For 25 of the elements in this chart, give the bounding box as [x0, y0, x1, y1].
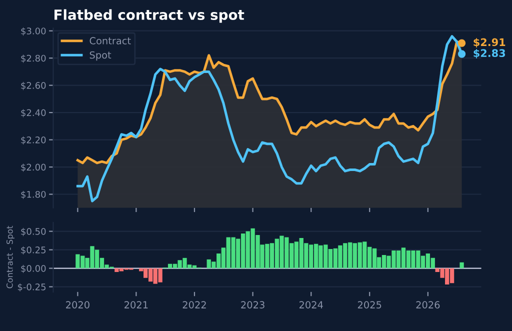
y-tick-label: $2.60: [21, 82, 46, 90]
bar: [460, 262, 464, 268]
x-tick-label: 2020: [66, 301, 90, 308]
y-tick-label: $2.00: [21, 164, 46, 172]
legend-label: Contract: [90, 37, 131, 44]
x-tick-label: 2026: [416, 301, 440, 308]
x-tick-label: 2023: [241, 301, 264, 308]
y-tick-label: $0.25: [21, 246, 46, 255]
y-tick-label: $2.80: [21, 54, 46, 63]
annotation: $2.83: [474, 48, 506, 58]
chart-title: Flatbed contract vs spot: [54, 9, 244, 23]
y-tick-label: $0.00: [21, 264, 46, 274]
x-tick-label: 2025: [358, 301, 382, 308]
legend-label: Spot: [90, 51, 112, 61]
y-tick-label: $2.20: [21, 136, 46, 145]
y-axis-title: Contract - Spot: [6, 226, 14, 288]
y-tick-label: $1.80: [21, 190, 46, 200]
x-tick-label: 2021: [124, 301, 148, 308]
y-tick-label: $-0.25: [18, 283, 46, 292]
y-tick-label: $0.50: [21, 228, 46, 236]
x-tick-label: 2024: [299, 301, 323, 308]
y-tick-label: $2.40: [21, 109, 46, 118]
x-tick-label: 2022: [182, 301, 206, 308]
y-tick-label: $3.00: [21, 27, 46, 36]
annotation: $2.91: [474, 38, 506, 48]
